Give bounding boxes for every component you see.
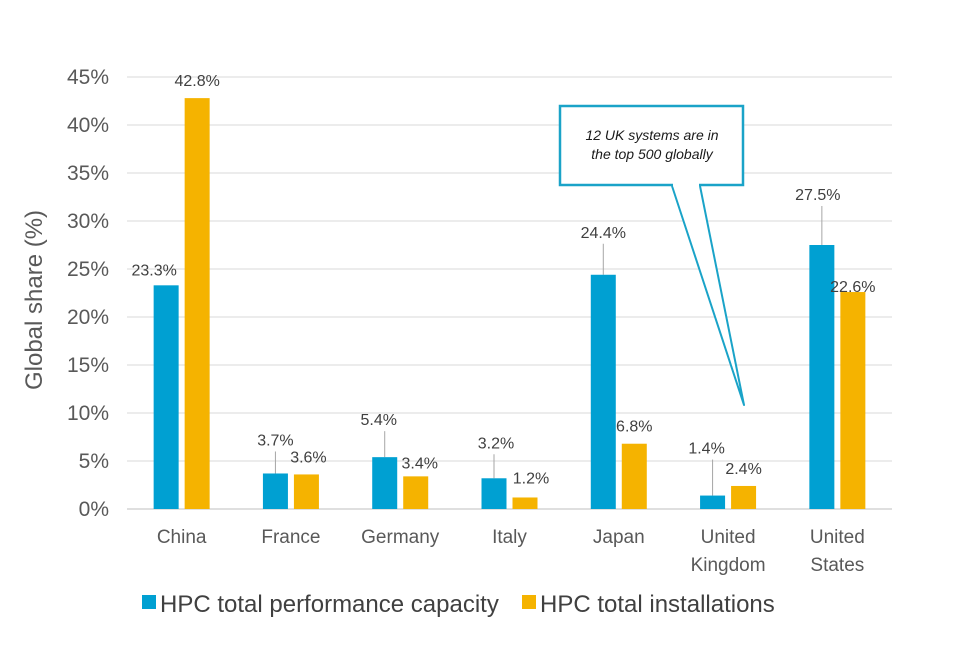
bar [481,478,507,509]
y-tick-label: 0% [79,498,109,521]
bar [621,443,647,509]
bar [262,473,288,509]
x-category-label: United [701,527,756,548]
y-tick-label: 40% [67,114,109,137]
callout-text-line-2: the top 500 globally [591,146,713,162]
x-category-label: United [810,527,865,548]
callout-box [558,104,745,187]
legend-swatch-performance [142,595,156,609]
data-label: 27.5% [795,187,840,204]
data-label: 23.3% [131,262,176,279]
legend-label-installations: HPC total installations [540,591,775,618]
bars [153,98,866,510]
y-tick-label: 25% [67,258,109,281]
x-category-label: Germany [361,527,440,548]
y-tick-label: 35% [67,162,109,185]
data-label: 3.6% [290,449,326,466]
data-label: 3.2% [478,435,514,452]
bar [293,474,319,509]
bar [184,98,210,510]
data-label: 3.7% [257,432,293,449]
bar [372,457,398,509]
gridlines [127,76,892,510]
x-category-label: Japan [593,527,645,548]
data-label: 2.4% [725,461,761,478]
y-tick-label: 10% [67,402,109,425]
bar [512,497,538,509]
legend-swatch-installations [522,595,536,609]
label-leader-lines [274,206,823,496]
bar [700,495,726,509]
y-tick-label: 45% [67,66,109,89]
data-label: 5.4% [360,412,396,429]
legend-label-performance: HPC total performance capacity [160,591,499,618]
bar [809,245,835,509]
data-label: 3.4% [401,455,437,472]
x-category-label: States [810,555,864,576]
callout-pointer [671,185,745,406]
data-label: 1.2% [513,470,549,487]
data-label: 42.8% [174,73,219,90]
x-axis-categories: China France Germany Italy Japan United Kingdo… [157,527,865,576]
y-axis-title: Global share (%) [21,210,48,390]
callout-text-line-1: 12 UK systems are in [585,127,718,143]
x-category-label: Kingdom [691,555,766,576]
bar [731,485,757,509]
bar [153,285,179,509]
bar [840,292,866,509]
data-label: 24.4% [581,225,626,242]
y-tick-label: 20% [67,306,109,329]
x-category-label: France [261,527,320,548]
data-labels: 23.3% 42.8% 3.7%3.6% 5.4% 3.4% 3.2% 1.2% 24.4% 6… [131,73,875,487]
x-category-label: Italy [492,527,527,548]
y-tick-label: 15% [67,354,109,377]
y-tick-label: 30% [67,210,109,233]
x-category-label: China [157,527,207,548]
data-label: 6.8% [616,419,652,436]
bar [403,476,429,509]
data-label: 1.4% [688,441,724,458]
y-tick-label: 5% [79,450,109,473]
y-axis: 0% 5% 10% 15% 20% 25% 30% 35% 40% 45% [67,66,109,521]
legend: HPC total performance capacity HPC total… [142,591,775,618]
data-label: 22.6% [830,279,875,296]
bar [590,274,616,509]
callout: 12 UK systems are in the top 500 globall… [558,104,745,406]
